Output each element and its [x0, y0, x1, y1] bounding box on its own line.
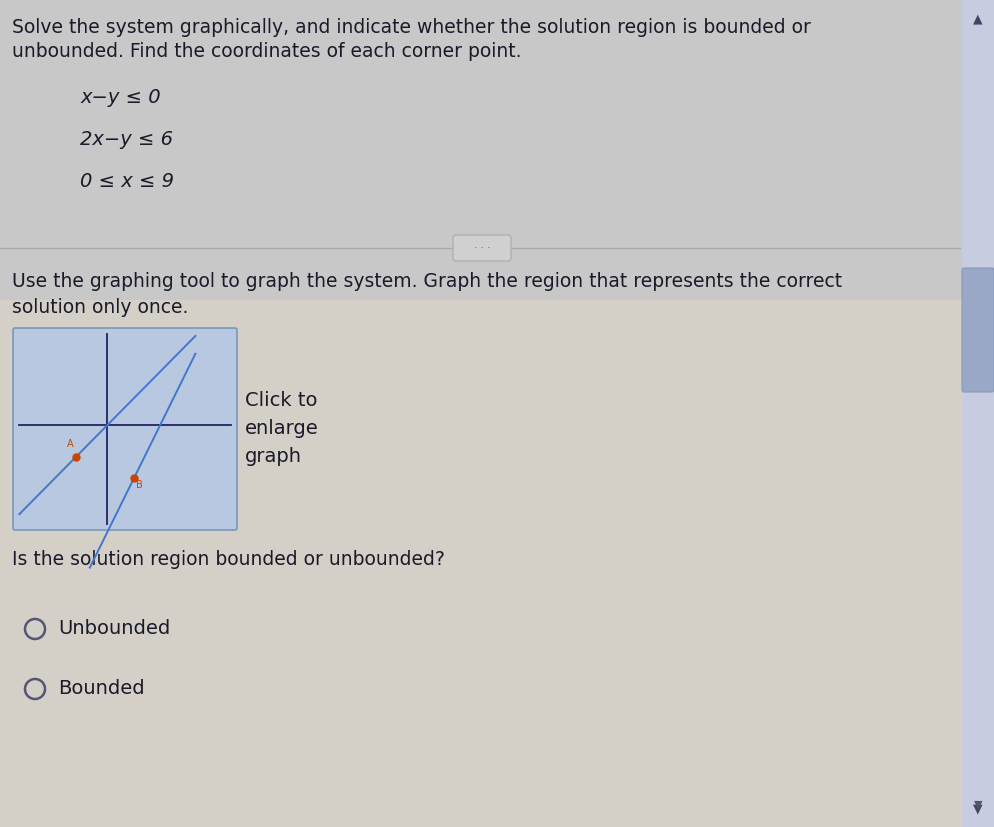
Text: x−y ≤ 0: x−y ≤ 0	[80, 88, 161, 107]
Text: 2x−y ≤ 6: 2x−y ≤ 6	[80, 130, 173, 149]
Text: unbounded. Find the coordinates of each corner point.: unbounded. Find the coordinates of each …	[12, 42, 522, 61]
Text: B: B	[136, 480, 142, 490]
FancyBboxPatch shape	[453, 235, 511, 261]
Text: Is the solution region bounded or unbounded?: Is the solution region bounded or unboun…	[12, 550, 445, 569]
FancyBboxPatch shape	[962, 0, 994, 827]
Text: ▲: ▲	[973, 12, 983, 25]
FancyBboxPatch shape	[962, 268, 994, 392]
Text: 0 ≤ x ≤ 9: 0 ≤ x ≤ 9	[80, 172, 174, 191]
FancyBboxPatch shape	[0, 0, 994, 300]
Text: Bounded: Bounded	[58, 680, 144, 699]
Text: ▼: ▼	[973, 802, 983, 815]
Text: A: A	[67, 439, 74, 449]
Text: Solve the system graphically, and indicate whether the solution region is bounde: Solve the system graphically, and indica…	[12, 18, 811, 37]
Text: Unbounded: Unbounded	[58, 619, 170, 638]
Text: Click to
enlarge
graph: Click to enlarge graph	[245, 391, 319, 466]
Text: ▼: ▼	[974, 800, 982, 810]
FancyBboxPatch shape	[0, 300, 994, 827]
Text: · · ·: · · ·	[474, 243, 490, 253]
Text: solution only once.: solution only once.	[12, 298, 189, 317]
FancyBboxPatch shape	[13, 328, 237, 530]
Text: Use the graphing tool to graph the system. Graph the region that represents the : Use the graphing tool to graph the syste…	[12, 272, 842, 291]
